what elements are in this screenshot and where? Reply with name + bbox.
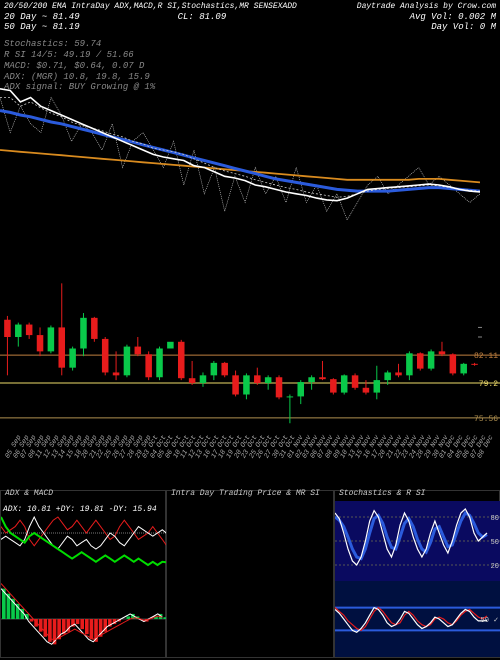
svg-text:50: 50 [491, 539, 499, 547]
ema-chart [0, 80, 480, 220]
svg-text:79.2: 79.2 [479, 380, 498, 389]
stoch-rsi-title: Stochastics & R SI [339, 489, 425, 498]
stochastics-readout: Stochastics: 59.74 [4, 39, 496, 50]
svg-text:80: 80 [491, 515, 499, 523]
ma20: 20 Day ~ 81.49 [4, 12, 80, 23]
adx-signal-readout: ADX signal: BUY Growing @ 1% [4, 82, 496, 93]
svg-text:50 ✓: 50 ✓ [481, 617, 499, 625]
intraday-title: Intra Day Trading Price & MR SI [171, 489, 320, 498]
svg-text:20: 20 [491, 563, 499, 571]
avg-vol: Avg Vol: 0.002 M [410, 12, 496, 23]
svg-text:75.56: 75.56 [474, 415, 498, 424]
cl-label: CL: [178, 12, 194, 22]
svg-text:ADX: 10.81 +DY: 19.81 -DY: 15.: ADX: 10.81 +DY: 19.81 -DY: 15.94 [2, 505, 157, 514]
intraday-panel: Intra Day Trading Price & MR SI [166, 490, 334, 658]
rsi-readout: R SI 14/5: 49.19 / 51.66 [4, 50, 496, 61]
ma50: 50 Day ~ 81.19 [4, 22, 80, 33]
header-right: Daytrade Analysis by Crow.com [357, 2, 496, 12]
date-axis: 05 Sep06 Sep07 Sep08 Sep11 Sep12 Sep13 S… [0, 452, 500, 482]
adx-macd-panel: ADX & MACD ADX: 10.81 +DY: 19.81 -DY: 15… [0, 490, 166, 658]
adx-macd-title: ADX & MACD [5, 489, 53, 498]
candlestick-chart: 82.11 79.2 75.56 [0, 222, 500, 452]
day-vol: Day Vol: 0 M [431, 22, 496, 33]
svg-text:82.11: 82.11 [474, 352, 498, 361]
cl-value: 81.09 [199, 12, 226, 22]
stoch-rsi-panel: Stochastics & R SI 80 50 20 50 ✓ [334, 490, 500, 658]
macd-readout: MACD: $0.71, $0.64, 0.07 D [4, 61, 496, 72]
adx-readout: ADX: (MGR) 10.8, 19.8, 15.9 [4, 72, 496, 83]
header-left: 20/50/200 EMA IntraDay ADX,MACD,R SI,Sto… [4, 2, 297, 12]
